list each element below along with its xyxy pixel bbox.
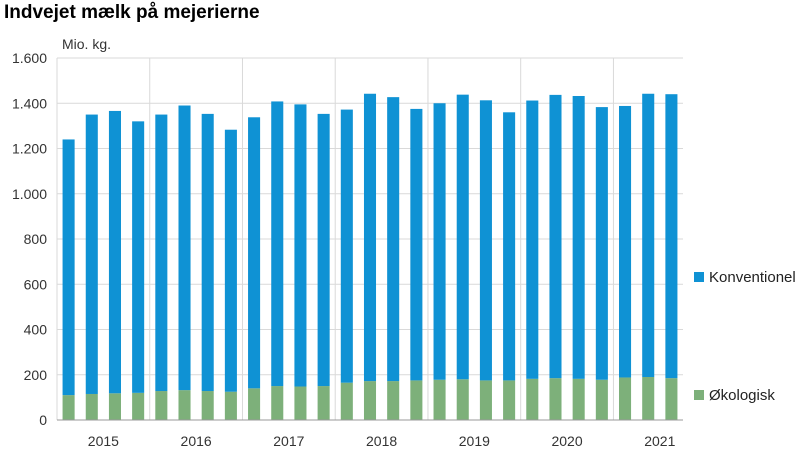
- bar-økologisk: [456, 379, 469, 420]
- x-tick-label: 2019: [459, 433, 490, 449]
- bars: [62, 93, 678, 420]
- bar-økologisk: [410, 380, 423, 420]
- bar-konventionel: [433, 103, 446, 380]
- bar-økologisk: [178, 390, 191, 420]
- bar-konventionel: [317, 113, 330, 387]
- legend: Konventionel Økologisk: [694, 269, 796, 404]
- bar-konventionel: [340, 109, 353, 383]
- legend-label: Konventionel: [709, 269, 796, 286]
- y-tick-label: 400: [24, 322, 48, 338]
- x-tick-label: 2018: [366, 433, 397, 449]
- x-tick-label: 2021: [644, 433, 675, 449]
- bar-økologisk: [479, 380, 492, 420]
- bar-konventionel: [456, 94, 469, 380]
- bar-økologisk: [317, 386, 330, 420]
- bar-konventionel: [410, 108, 423, 381]
- legend-swatch: [694, 272, 704, 282]
- bar-konventionel: [479, 100, 492, 381]
- y-tick-label: 1.400: [12, 95, 47, 111]
- bar-økologisk: [62, 395, 75, 420]
- bar-konventionel: [85, 114, 98, 394]
- bar-konventionel: [387, 97, 400, 382]
- chart-title: Indvejet mælk på mejerierne: [4, 2, 260, 23]
- bar-økologisk: [271, 386, 284, 420]
- bar-økologisk: [549, 378, 562, 420]
- bar-konventionel: [526, 100, 539, 379]
- bar-økologisk: [619, 377, 632, 420]
- y-tick-label: 0: [39, 412, 47, 428]
- bar-økologisk: [363, 381, 377, 420]
- bar-økologisk: [224, 391, 237, 420]
- axes: 0 200 400 600 800 1.000 1.200 1.400 1.600 2015 201…: [12, 50, 683, 449]
- bar-konventionel: [224, 129, 237, 392]
- bar-økologisk: [248, 388, 261, 420]
- bar-konventionel: [363, 93, 377, 382]
- bar-økologisk: [665, 378, 678, 420]
- bar-økologisk: [155, 391, 168, 420]
- bar-konventionel: [201, 113, 214, 392]
- bar-økologisk: [526, 378, 539, 420]
- legend-swatch: [694, 390, 704, 400]
- bar-konventionel: [294, 104, 307, 387]
- bar-økologisk: [433, 379, 446, 420]
- x-tick-label: 2016: [181, 433, 212, 449]
- y-tick-label: 600: [24, 276, 48, 292]
- bar-konventionel: [572, 96, 585, 379]
- bar-økologisk: [387, 381, 400, 420]
- bar-økologisk: [503, 380, 516, 420]
- bar-konventionel: [248, 117, 261, 389]
- x-tick-label: 2017: [273, 433, 304, 449]
- bar-konventionel: [549, 94, 562, 379]
- bar-konventionel: [132, 121, 145, 393]
- x-tick-label: 2015: [88, 433, 119, 449]
- bar-økologisk: [85, 393, 98, 420]
- x-tick-label: 2020: [551, 433, 582, 449]
- bar-konventionel: [108, 110, 121, 394]
- bar-konventionel: [642, 93, 655, 378]
- y-axis-label: Mio. kg.: [62, 36, 111, 52]
- bar-økologisk: [201, 391, 214, 420]
- bar-konventionel: [619, 105, 632, 378]
- bar-konventionel: [178, 105, 191, 391]
- bar-økologisk: [132, 392, 145, 420]
- y-tick-label: 1.600: [12, 50, 47, 66]
- y-tick-label: 800: [24, 231, 48, 247]
- bar-økologisk: [642, 377, 655, 420]
- bar-økologisk: [340, 382, 353, 420]
- bar-økologisk: [294, 386, 307, 420]
- y-tick-label: 200: [24, 367, 48, 383]
- y-tick-label: 1.000: [12, 186, 47, 202]
- bar-økologisk: [108, 393, 121, 420]
- y-tick-label: 1.200: [12, 141, 47, 157]
- bar-konventionel: [503, 112, 516, 381]
- bar-økologisk: [572, 378, 585, 420]
- legend-label: Økologisk: [709, 387, 775, 404]
- bar-konventionel: [665, 94, 678, 379]
- bar-konventionel: [155, 114, 168, 392]
- bar-konventionel: [271, 101, 284, 387]
- bar-økologisk: [595, 379, 608, 420]
- bar-konventionel: [62, 139, 75, 396]
- bar-konventionel: [595, 107, 608, 380]
